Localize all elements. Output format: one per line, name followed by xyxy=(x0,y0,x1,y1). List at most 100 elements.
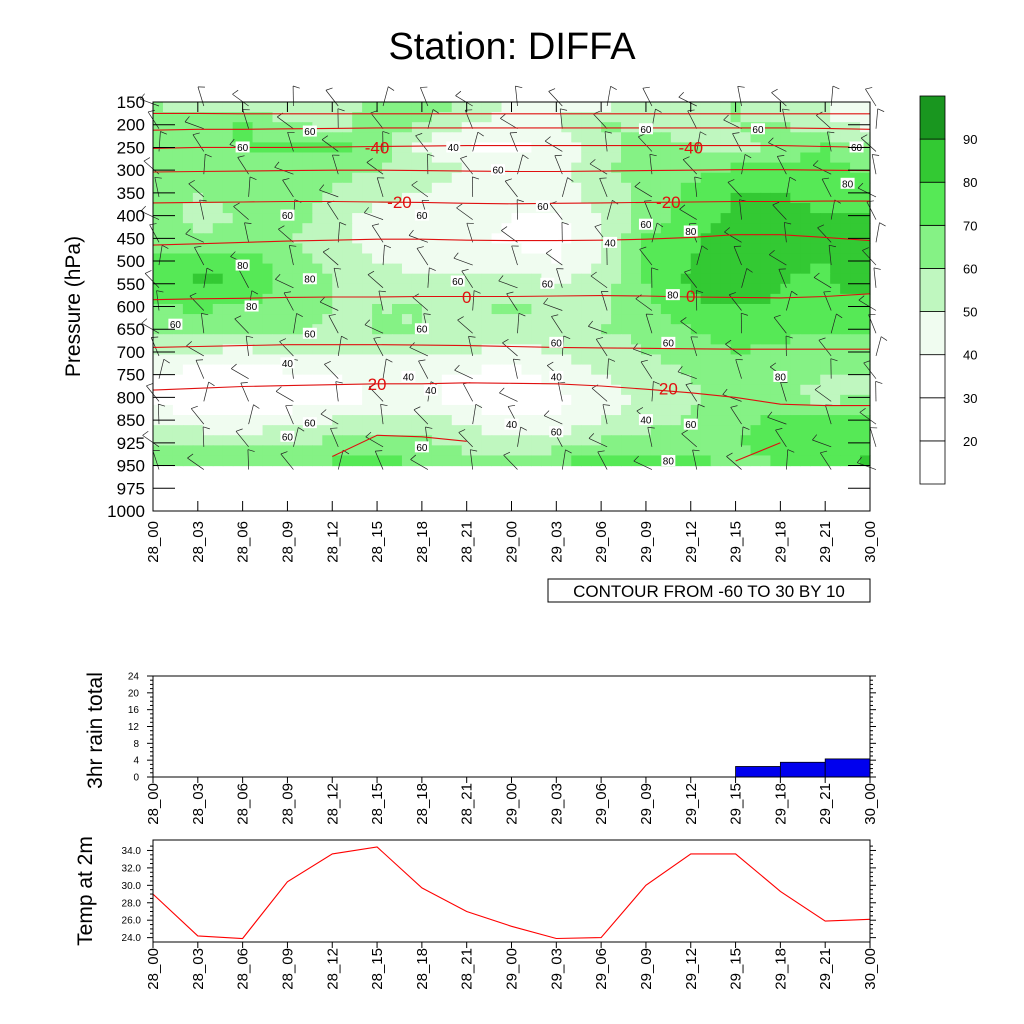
humidity-cell xyxy=(860,192,871,204)
humidity-cell xyxy=(172,445,184,457)
humidity-cell xyxy=(421,102,433,113)
humidity-cell xyxy=(561,142,572,154)
humidity-cell xyxy=(720,132,732,143)
wind-barb xyxy=(684,269,692,273)
humidity-cell xyxy=(611,202,622,214)
humidity-cell xyxy=(850,364,861,376)
humidity-cell xyxy=(491,324,503,335)
humidity-cell xyxy=(322,253,333,265)
humidity-cell xyxy=(601,384,612,396)
humidity-cell xyxy=(312,263,323,275)
humidity-cell xyxy=(770,132,781,143)
humidity-cell xyxy=(202,283,214,295)
humidity-cell xyxy=(252,172,264,184)
humidity-cell xyxy=(511,283,523,295)
humidity-cell xyxy=(720,404,732,416)
humidity-cell xyxy=(481,172,493,184)
humidity-cell xyxy=(392,334,403,345)
humidity-cell xyxy=(382,233,393,244)
rh-contour-label: 60 xyxy=(640,220,652,231)
humidity-cell xyxy=(591,182,602,194)
humidity-cell xyxy=(212,273,224,285)
humidity-cell xyxy=(591,293,602,305)
humidity-cell xyxy=(670,273,682,285)
wind-barb xyxy=(321,139,339,152)
humidity-cell xyxy=(232,374,244,386)
humidity-cell xyxy=(392,283,403,295)
wind-barb xyxy=(473,290,481,294)
humidity-cell xyxy=(372,263,383,275)
humidity-cell xyxy=(650,394,662,406)
rain-y-axis-label: 3hr rain total xyxy=(84,672,107,789)
humidity-cell xyxy=(561,162,572,174)
humidity-cell xyxy=(730,374,742,386)
humidity-cell xyxy=(202,425,214,436)
humidity-cell xyxy=(153,425,164,436)
wind-barb xyxy=(696,290,704,293)
wind-barb xyxy=(827,131,835,134)
humidity-cell xyxy=(760,374,772,386)
humidity-cell xyxy=(541,142,552,154)
colorbar-label: 60 xyxy=(963,261,977,276)
humidity-cell xyxy=(581,213,592,224)
humidity-cell xyxy=(222,102,234,113)
humidity-cell xyxy=(700,394,712,406)
wind-barb xyxy=(773,314,781,318)
humidity-cell xyxy=(411,182,423,194)
humidity-cell xyxy=(322,172,333,184)
wind-barb xyxy=(248,176,251,197)
humidity-cell xyxy=(481,162,493,174)
humidity-cell xyxy=(372,415,383,426)
humidity-cell xyxy=(770,404,781,416)
humidity-cell xyxy=(710,384,722,396)
humidity-cell xyxy=(332,273,343,285)
temp-x-tick-label: 29_18 xyxy=(772,948,789,990)
humidity-cell xyxy=(631,314,642,325)
humidity-cell xyxy=(182,233,194,244)
humidity-cell xyxy=(372,435,383,446)
humidity-cell xyxy=(212,243,224,255)
humidity-cell xyxy=(461,303,473,315)
humidity-cell xyxy=(800,273,811,285)
wind-barb xyxy=(378,290,386,293)
humidity-cell xyxy=(451,303,463,315)
humidity-cell xyxy=(511,213,523,224)
wind-barb xyxy=(545,248,553,254)
wind-barb xyxy=(320,409,327,415)
humidity-cell xyxy=(421,182,433,194)
humidity-cell xyxy=(362,243,373,255)
humidity-cell xyxy=(292,324,303,335)
humidity-cell xyxy=(232,122,244,133)
humidity-cell xyxy=(770,455,781,467)
humidity-cell xyxy=(780,455,791,467)
wind-barb xyxy=(741,426,744,447)
wind-barb xyxy=(334,267,342,270)
humidity-cell xyxy=(252,415,264,426)
humidity-cell xyxy=(720,425,732,436)
humidity-cell xyxy=(511,102,523,113)
humidity-cell xyxy=(262,303,274,315)
humidity-cell xyxy=(690,404,702,416)
colorbar-label: 40 xyxy=(963,348,977,363)
wind-barb xyxy=(823,291,832,311)
y-tick-label: 650 xyxy=(117,320,145,339)
humidity-cell xyxy=(292,344,303,356)
colorbar-label: 50 xyxy=(963,305,977,320)
humidity-cell xyxy=(202,112,214,123)
humidity-cell xyxy=(362,344,373,356)
humidity-cell xyxy=(531,334,542,345)
humidity-cell xyxy=(571,354,582,366)
humidity-cell xyxy=(401,283,413,295)
humidity-cell xyxy=(292,283,303,295)
humidity-cell xyxy=(272,132,284,143)
humidity-cell xyxy=(501,112,513,123)
humidity-cell xyxy=(720,303,732,315)
humidity-cell xyxy=(710,404,722,416)
humidity-cell xyxy=(491,172,503,184)
humidity-cell xyxy=(561,102,572,113)
humidity-cell xyxy=(382,303,393,315)
humidity-cell xyxy=(511,192,523,204)
humidity-cell xyxy=(382,142,393,154)
humidity-cell xyxy=(650,324,662,335)
humidity-cell xyxy=(840,425,851,436)
